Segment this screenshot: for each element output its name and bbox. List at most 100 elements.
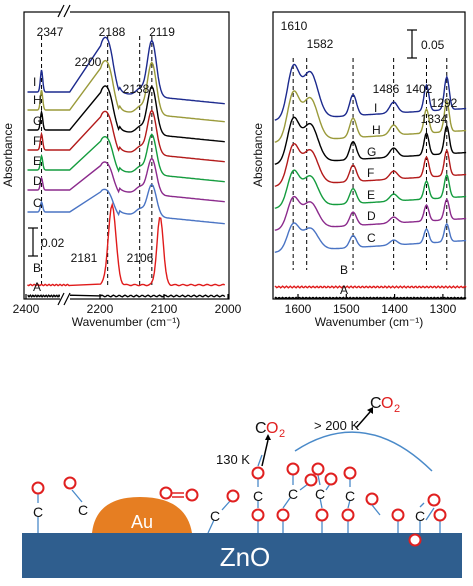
left-peak-label: 2347 [37, 25, 64, 39]
left-x-tick-label: 2100 [151, 302, 178, 316]
left-series-label: C [33, 196, 42, 210]
right-series-label: H [372, 123, 381, 137]
right-series-line-H [274, 90, 467, 143]
adsorbed-molecules: C C C C C C C C [31, 454, 447, 547]
oxygen-atom [286, 462, 300, 476]
oxygen-atom [343, 466, 357, 480]
oxygen-atom [276, 508, 290, 522]
oxygen-atom [365, 492, 379, 506]
carbon-atom: C [288, 486, 298, 502]
left-series-label: A [33, 280, 41, 294]
left-peak-label: 2138 [123, 82, 150, 96]
axis-break-marks [57, 2, 71, 307]
left-y-axis-label: Absorbance [1, 123, 15, 187]
right-series-line-I [274, 63, 467, 121]
left-series-label: G [33, 114, 42, 128]
right-series-label: I [374, 101, 377, 115]
au-particle [92, 497, 192, 533]
right-series-line-B [274, 285, 467, 289]
svg-text:O: O [266, 420, 278, 437]
left-peak-label: 2119 [149, 25, 175, 39]
right-y-axis-label: Absorbance [251, 123, 265, 187]
right-series-line-D [274, 195, 467, 231]
right-series-label: D [367, 209, 376, 223]
right-x-tick-label: 1600 [285, 302, 312, 316]
oxygen-atom [408, 533, 422, 547]
left-x-axis-label: Wavenumber (cm⁻¹) [72, 315, 181, 329]
left-x-tick-label: 2000 [215, 302, 242, 316]
right-peak-guides [292, 58, 448, 270]
left-peak-label: 2181 [71, 251, 98, 265]
left-series-line-B [27, 202, 226, 287]
oxygen-atom [31, 481, 45, 495]
oxygen-atom [315, 508, 329, 522]
zno-label: ZnO [220, 542, 271, 572]
au-label: Au [131, 512, 153, 532]
right-series [274, 63, 467, 300]
left-series-line-I [27, 36, 225, 105]
carbon-atom: C [345, 488, 355, 504]
right-scale-bar-label: 0.05 [421, 38, 445, 52]
left-series-line-A [27, 294, 226, 298]
oxygen-atom [251, 508, 265, 522]
zno-substrate [22, 533, 462, 578]
svg-text:2: 2 [279, 428, 285, 440]
adsorption-schematic: ZnO Au C C C C C C C C C O 2 130 K C O 2 > 200 … [22, 395, 462, 578]
left-series-label: D [33, 174, 42, 188]
svg-text:C: C [370, 395, 382, 412]
co2-high-temp: C O 2 > 200 K [314, 395, 400, 433]
right-scale-bar: 0.05 [407, 29, 445, 59]
oxygen-atom [251, 466, 265, 480]
left-series-line-G [27, 85, 225, 143]
oxygen-atom [341, 508, 355, 522]
desorption-arc [294, 431, 433, 472]
left-series-line-D [27, 157, 225, 203]
left-x-ticks: 2400 2200 2100 2000 [13, 294, 242, 316]
right-peak-label: 1334 [421, 112, 448, 126]
oxygen-atom [311, 462, 325, 476]
left-series-label: H [33, 93, 42, 107]
left-series-line-E [27, 133, 225, 183]
right-series-line-G [274, 116, 467, 165]
left-peak-label: 2200 [75, 55, 102, 69]
left-peak-label: 2106 [127, 251, 154, 265]
carbon-atom: C [315, 486, 325, 502]
right-series-line-F [274, 142, 467, 187]
oxygen-atom [324, 472, 338, 486]
left-peak-labels: 2347 2188 2119 2200 2138 2181 2106 [37, 25, 176, 265]
oxygen-atom [159, 486, 173, 500]
carbon-atom: C [210, 508, 220, 524]
left-series-line-F [27, 109, 225, 163]
svg-text:O: O [381, 395, 393, 412]
right-x-tick-label: 1500 [333, 302, 360, 316]
right-peak-label: 1292 [431, 96, 458, 110]
left-scale-bar: 0.02 [28, 227, 65, 257]
svg-text:2: 2 [394, 403, 400, 415]
left-series-label: E [33, 154, 41, 168]
left-series-label: F [33, 134, 40, 148]
left-series-line-H [27, 59, 225, 123]
right-series-line-A [274, 296, 467, 300]
left-x-tick-label: 2400 [13, 302, 40, 316]
right-series-label: E [367, 188, 375, 202]
left-scale-bar-label: 0.02 [41, 236, 65, 250]
svg-text:C: C [255, 420, 267, 437]
oxygen-atom [304, 473, 318, 487]
carbon-atom: C [78, 502, 88, 518]
oxygen-atom [226, 489, 240, 503]
right-x-tick-label: 1400 [381, 302, 408, 316]
right-peak-label: 1610 [281, 19, 308, 33]
carbon-atom: C [415, 508, 425, 524]
right-series-label: G [367, 145, 376, 159]
co2-low-temp: C O 2 130 K [216, 420, 285, 467]
right-series-line-C [274, 222, 467, 253]
temp-200k-label: > 200 K [314, 418, 360, 433]
right-peak-label: 1486 [373, 82, 400, 96]
right-series-label: C [367, 231, 376, 245]
oxygen-atom [427, 493, 441, 507]
